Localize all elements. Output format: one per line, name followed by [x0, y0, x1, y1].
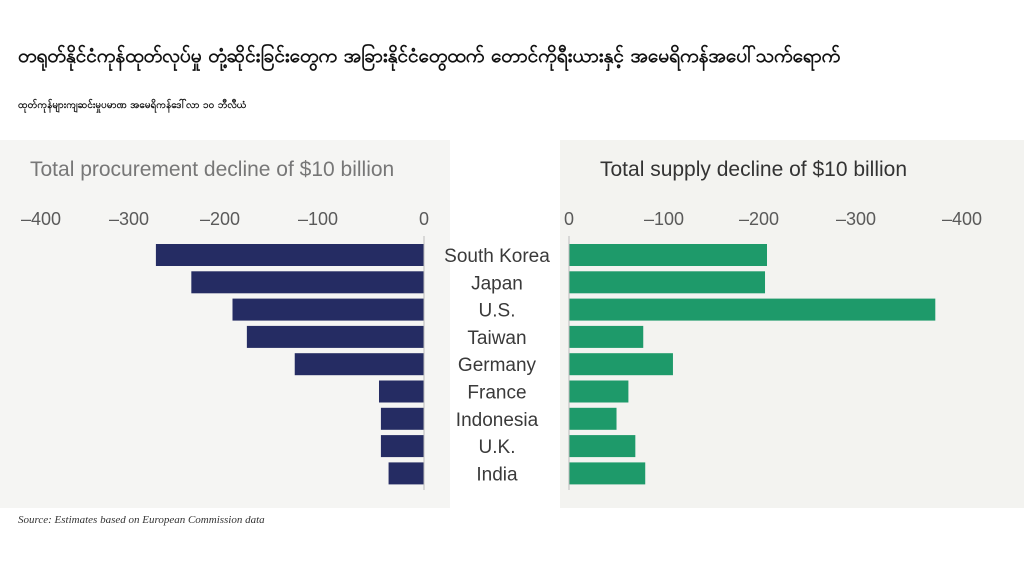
procurement-tick-label: –200: [200, 209, 240, 229]
supply-bar: [569, 298, 936, 321]
category-label: Taiwan: [467, 328, 526, 349]
chart-title: တရုတ်နိုင်ငံကုန်ထုတ်လုပ်မှု တုံ့ဆိုင်းခြ…: [18, 45, 841, 67]
category-label: Indonesia: [456, 410, 539, 431]
procurement-bar: [246, 325, 424, 348]
supply-bar: [569, 244, 767, 266]
procurement-bar: [232, 298, 424, 321]
procurement-tick-label: –400: [21, 209, 61, 229]
supply-bar: [569, 407, 617, 430]
supply-tick-label: –200: [739, 209, 779, 229]
category-label: Japan: [471, 273, 523, 294]
supply-panel-title: Total supply decline of $10 billion: [600, 158, 907, 181]
chart-subtitle: ထုတ်ကုန်များကျဆင်းမှုပမာဏ အမေရိကန်ဒေါ်လာ…: [18, 100, 247, 111]
category-label: France: [467, 383, 526, 404]
supply-bar: [569, 325, 644, 348]
supply-bar: [569, 380, 629, 403]
supply-bar: [569, 462, 646, 485]
procurement-panel-title: Total procurement decline of $10 billion: [30, 158, 394, 181]
procurement-tick-label: –100: [298, 209, 338, 229]
procurement-bar: [191, 271, 424, 294]
procurement-bar: [388, 462, 424, 485]
category-label: U.K.: [479, 437, 516, 458]
procurement-panel-background: [0, 140, 450, 508]
procurement-bar: [155, 244, 424, 266]
category-label: India: [476, 464, 518, 485]
category-label: South Korea: [444, 246, 550, 267]
supply-tick-label: –300: [836, 209, 876, 229]
source-note: Source: Estimates based on European Comm…: [18, 514, 265, 526]
category-label: Germany: [458, 355, 537, 376]
supply-tick-label: 0: [564, 209, 574, 229]
procurement-tick-label: 0: [419, 209, 429, 229]
supply-bar: [569, 271, 766, 294]
category-label: U.S.: [479, 301, 516, 322]
supply-panel-background: [560, 140, 1024, 508]
supply-tick-label: –100: [644, 209, 684, 229]
procurement-tick-label: –300: [109, 209, 149, 229]
supply-bar: [569, 353, 673, 376]
procurement-bar: [380, 407, 424, 430]
procurement-bar: [294, 353, 424, 376]
supply-tick-label: –400: [942, 209, 982, 229]
procurement-bar: [378, 380, 424, 403]
procurement-bar: [380, 435, 424, 458]
supply-bar: [569, 435, 636, 458]
